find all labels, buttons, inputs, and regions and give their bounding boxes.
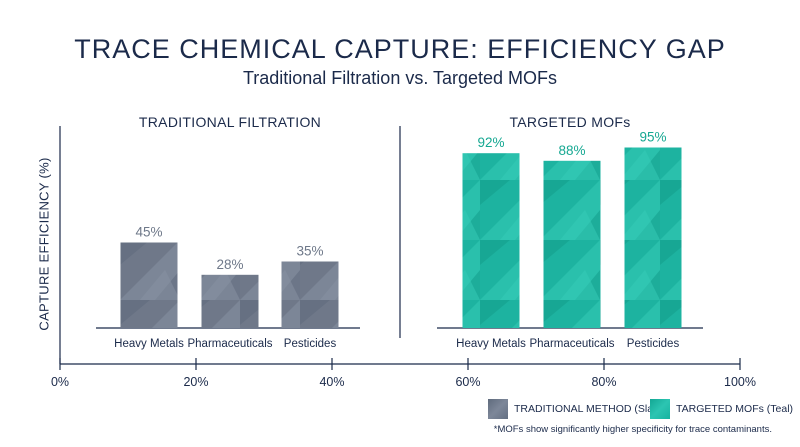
category-label: Pharmaceuticals	[187, 338, 272, 350]
bar-value-label: 92%	[477, 135, 504, 150]
legend-label-traditional: TRADITIONAL METHOD (Slate)	[514, 403, 666, 415]
panel-title-mofs: TARGETED MOFs	[509, 114, 631, 130]
category-label: Heavy Metals	[456, 338, 526, 350]
category-label: Heavy Metals	[114, 338, 184, 350]
bar	[462, 153, 520, 328]
bar	[201, 274, 259, 328]
chart-subtitle: Traditional Filtration vs. Targeted MOFs	[242, 68, 558, 88]
x-tick-label: 60%	[455, 375, 480, 389]
bar-value-label: 28%	[216, 257, 243, 272]
footnote: *MOFs show significantly higher specific…	[493, 424, 772, 435]
x-tick-label: 40%	[319, 375, 344, 389]
chart-title: TRACE CHEMICAL CAPTURE: EFFICIENCY GAP	[74, 34, 726, 64]
legend-swatch-slate	[488, 399, 508, 419]
bar-value-label: 45%	[135, 225, 162, 240]
legend-item-mofs: TARGETED MOFs (Teal)	[650, 399, 793, 419]
bar	[624, 147, 682, 328]
x-tick-label: 0%	[51, 375, 69, 389]
category-label: Pesticides	[284, 338, 337, 350]
x-tick-label: 80%	[591, 375, 616, 389]
panel-title-traditional: TRADITIONAL FILTRATION	[138, 114, 322, 130]
bar	[120, 242, 178, 328]
category-label: Pesticides	[627, 338, 680, 350]
bar	[281, 261, 339, 328]
bar-value-label: 35%	[296, 244, 323, 259]
legend-label-mofs: TARGETED MOFs (Teal)	[676, 403, 794, 415]
legend-item-traditional: TRADITIONAL METHOD (Slate)	[488, 399, 665, 419]
x-tick-label: 100%	[724, 375, 756, 389]
bar-value-label: 95%	[639, 130, 666, 145]
bar-value-label: 88%	[558, 143, 585, 158]
category-label: Pharmaceuticals	[529, 338, 614, 350]
x-tick-label: 20%	[183, 375, 208, 389]
bar	[543, 160, 601, 328]
legend-swatch-teal	[650, 399, 670, 419]
